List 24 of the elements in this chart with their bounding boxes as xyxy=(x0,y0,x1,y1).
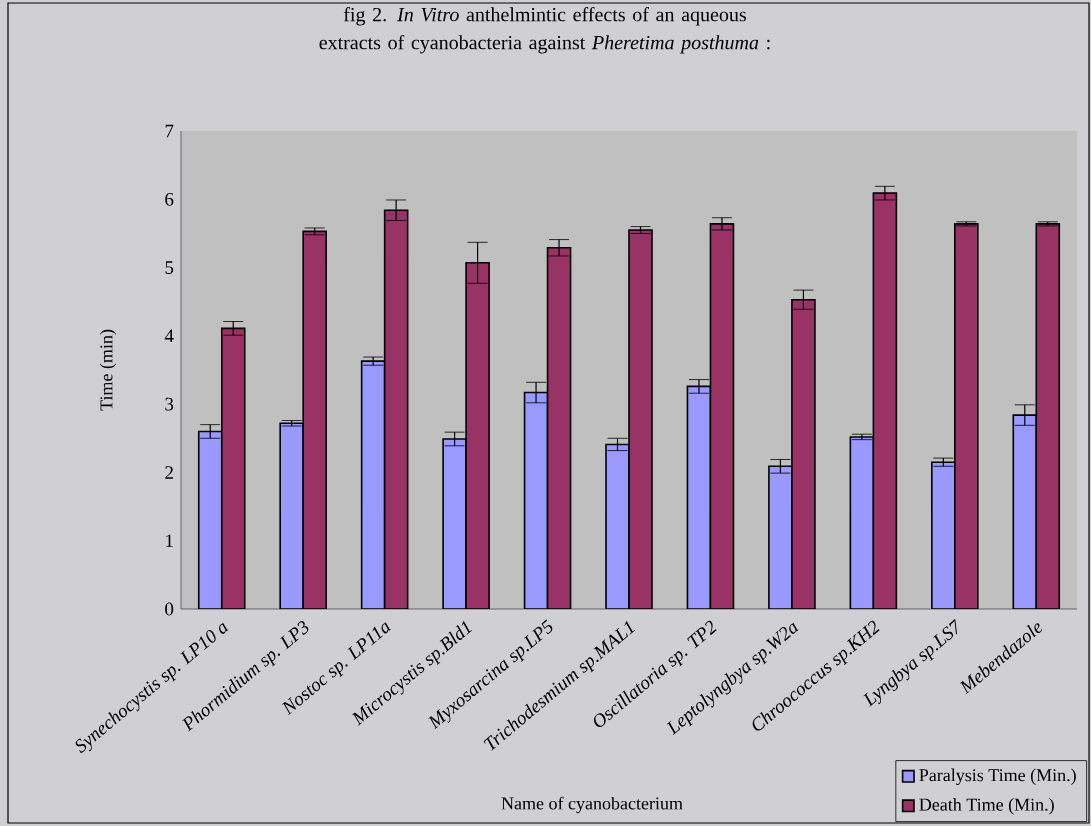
bar xyxy=(628,229,653,609)
y-tick-label: 4 xyxy=(164,329,174,343)
y-tick-label: 0 xyxy=(165,602,174,616)
y-tick-label: 5 xyxy=(165,261,174,274)
bar xyxy=(383,209,409,609)
legend-label: Paralysis Time (Min.) xyxy=(919,768,1076,785)
y-tick-label: 3 xyxy=(165,397,174,411)
legend-label: Death Time (Min.) xyxy=(919,798,1054,815)
bar xyxy=(872,192,898,609)
bar xyxy=(220,327,246,609)
bar xyxy=(791,298,816,609)
y-tick-label: 1 xyxy=(166,534,173,547)
y-axis-title: Time (min) xyxy=(99,329,117,411)
bar xyxy=(465,262,490,609)
y-tick-label: 2 xyxy=(165,466,173,479)
y-tick-label: 6 xyxy=(165,192,174,206)
bar xyxy=(302,230,327,609)
bar xyxy=(954,223,979,609)
bar xyxy=(1035,223,1061,609)
chart-title: fig 2. In Vitro anthelmintic effects of an aqueous extracts of cyanobacteria against Pheretima posthuma : xyxy=(319,7,770,54)
y-tick-label: 7 xyxy=(165,124,174,138)
bar xyxy=(709,223,735,609)
x-axis-title: Name of cyanobacterium xyxy=(501,796,683,814)
bar xyxy=(546,246,572,609)
